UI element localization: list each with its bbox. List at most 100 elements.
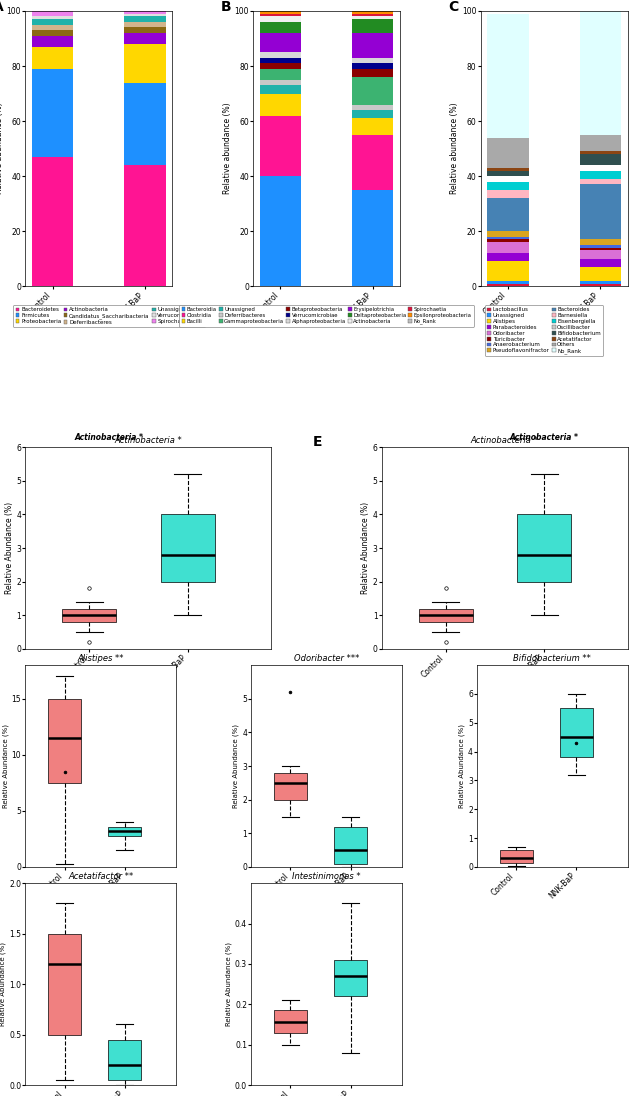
Bar bbox=[488, 253, 529, 262]
Y-axis label: Relative abundance (%): Relative abundance (%) bbox=[223, 103, 231, 194]
Legend: Lactobacillus, Unassigned, Alistipes, Parabacteroides, Odoribacter, Turicibacter: Lactobacillus, Unassigned, Alistipes, Pa… bbox=[485, 305, 603, 356]
Title: Actinobacteria *: Actinobacteria * bbox=[471, 436, 539, 445]
Title: Acetatifactor **: Acetatifactor ** bbox=[68, 872, 133, 881]
Bar bbox=[488, 168, 529, 171]
Bar bbox=[352, 77, 393, 104]
Bar bbox=[579, 11, 621, 135]
Bar bbox=[579, 284, 621, 286]
PathPatch shape bbox=[517, 514, 571, 582]
Bar bbox=[352, 104, 393, 110]
Bar bbox=[260, 11, 301, 14]
PathPatch shape bbox=[160, 514, 215, 582]
Bar bbox=[32, 36, 74, 47]
Bar bbox=[352, 135, 393, 190]
Text: Actinobacteria *: Actinobacteria * bbox=[75, 434, 143, 443]
Bar bbox=[260, 176, 301, 286]
Bar bbox=[32, 20, 74, 25]
Bar bbox=[124, 22, 165, 27]
Bar bbox=[352, 14, 393, 16]
Bar bbox=[32, 47, 74, 69]
Bar bbox=[260, 58, 301, 64]
Bar bbox=[124, 33, 165, 44]
Text: A: A bbox=[0, 0, 4, 14]
Y-axis label: Relative Abundance (%): Relative Abundance (%) bbox=[4, 502, 13, 594]
Text: C: C bbox=[448, 0, 458, 14]
Text: E: E bbox=[313, 435, 323, 449]
Title: Alistipes **: Alistipes ** bbox=[77, 654, 124, 663]
Bar bbox=[579, 239, 621, 246]
Bar bbox=[124, 165, 165, 286]
Y-axis label: Relative abundance (%): Relative abundance (%) bbox=[0, 103, 4, 194]
PathPatch shape bbox=[418, 608, 473, 623]
PathPatch shape bbox=[334, 960, 367, 996]
Bar bbox=[579, 171, 621, 179]
Bar bbox=[352, 11, 393, 14]
Bar bbox=[260, 53, 301, 58]
Bar bbox=[579, 165, 621, 171]
PathPatch shape bbox=[274, 1011, 307, 1032]
Bar bbox=[579, 135, 621, 151]
Bar bbox=[260, 115, 301, 176]
Title: Bifidobacterium **: Bifidobacterium ** bbox=[514, 654, 592, 663]
Bar bbox=[579, 184, 621, 239]
Bar bbox=[352, 20, 393, 33]
Bar bbox=[124, 27, 165, 33]
Bar bbox=[579, 246, 621, 248]
Bar bbox=[32, 69, 74, 157]
Bar bbox=[124, 14, 165, 16]
Bar bbox=[579, 259, 621, 267]
Bar bbox=[579, 281, 621, 284]
Bar bbox=[488, 198, 529, 231]
Bar bbox=[32, 11, 74, 16]
Y-axis label: Relative Abundance (%): Relative Abundance (%) bbox=[233, 724, 240, 808]
PathPatch shape bbox=[108, 1040, 141, 1080]
Bar bbox=[260, 85, 301, 93]
Bar bbox=[352, 190, 393, 286]
Bar bbox=[579, 155, 621, 165]
Y-axis label: Relative Abundance (%): Relative Abundance (%) bbox=[459, 724, 465, 808]
PathPatch shape bbox=[334, 826, 367, 864]
Bar bbox=[488, 190, 529, 198]
Bar bbox=[352, 64, 393, 69]
Bar bbox=[488, 284, 529, 286]
Bar bbox=[32, 16, 74, 20]
Bar bbox=[260, 14, 301, 16]
Y-axis label: Relative Abundance (%): Relative Abundance (%) bbox=[226, 943, 232, 1026]
Y-axis label: Relative abundance (%): Relative abundance (%) bbox=[450, 103, 459, 194]
Bar bbox=[352, 58, 393, 64]
PathPatch shape bbox=[48, 934, 81, 1035]
Bar bbox=[488, 237, 529, 239]
Bar bbox=[488, 231, 529, 237]
Y-axis label: Relative Abundance (%): Relative Abundance (%) bbox=[3, 724, 9, 808]
Bar bbox=[260, 16, 301, 22]
Title: Odoribacter ***: Odoribacter *** bbox=[294, 654, 359, 663]
Bar bbox=[352, 118, 393, 135]
Title: Intestinimonas *: Intestinimonas * bbox=[292, 872, 361, 881]
PathPatch shape bbox=[560, 708, 593, 757]
Bar bbox=[488, 14, 529, 138]
Y-axis label: Relative Abundance (%): Relative Abundance (%) bbox=[361, 502, 370, 594]
Legend: Bacteroidia, Clostridia, Bacilli, Unassigned, Deferribacteres, Gammaproteobacter: Bacteroidia, Clostridia, Bacilli, Unassi… bbox=[179, 305, 474, 327]
PathPatch shape bbox=[500, 849, 533, 863]
Bar bbox=[260, 22, 301, 33]
Bar bbox=[260, 80, 301, 85]
Bar bbox=[488, 182, 529, 190]
Bar bbox=[352, 33, 393, 58]
Bar bbox=[124, 11, 165, 14]
Bar bbox=[488, 171, 529, 176]
Text: B: B bbox=[221, 0, 231, 14]
Bar bbox=[352, 69, 393, 77]
PathPatch shape bbox=[48, 699, 81, 783]
Bar bbox=[579, 251, 621, 259]
Bar bbox=[260, 64, 301, 69]
Bar bbox=[488, 281, 529, 284]
Bar bbox=[32, 31, 74, 36]
Text: Actinobacteria *: Actinobacteria * bbox=[510, 434, 578, 443]
Bar bbox=[124, 44, 165, 82]
PathPatch shape bbox=[274, 773, 307, 800]
PathPatch shape bbox=[108, 826, 141, 835]
PathPatch shape bbox=[62, 608, 116, 623]
Bar bbox=[260, 33, 301, 53]
Bar bbox=[124, 82, 165, 165]
Bar bbox=[488, 176, 529, 182]
